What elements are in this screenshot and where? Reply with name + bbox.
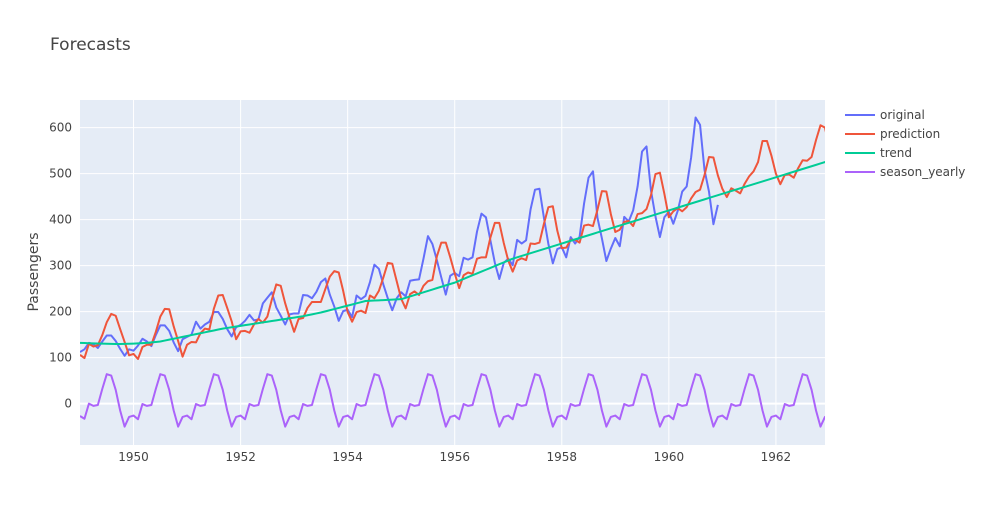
- legend-item-trend[interactable]: trend: [845, 146, 912, 160]
- y-tick-label: 200: [49, 305, 72, 319]
- legend-label: trend: [880, 146, 912, 160]
- legend-label: prediction: [880, 127, 940, 141]
- y-tick-label: 0: [64, 397, 72, 411]
- series-line-prediction: [80, 124, 825, 360]
- x-tick-label: 1958: [547, 450, 578, 464]
- y-tick-label: 400: [49, 213, 72, 227]
- chart-title: Forecasts: [50, 35, 131, 55]
- legend-item-prediction[interactable]: prediction: [845, 127, 940, 141]
- x-tick-label: 1952: [225, 450, 256, 464]
- legend-item-season-yearly[interactable]: season_yearly: [845, 165, 965, 179]
- series-lines: [80, 116, 825, 428]
- series-line-trend: [80, 161, 825, 346]
- x-tick-label: 1960: [654, 450, 685, 464]
- series-line-season-yearly: [80, 373, 825, 428]
- y-tick-label: 600: [49, 121, 72, 135]
- legend-label: season_yearly: [880, 165, 965, 179]
- x-tick-label: 1954: [332, 450, 363, 464]
- legend: original prediction trend season_yearly: [845, 108, 965, 179]
- y-axis-label: Passengers: [26, 232, 42, 311]
- legend-label: original: [880, 108, 925, 122]
- gridlines: [80, 100, 825, 445]
- x-tick-label: 1962: [761, 450, 792, 464]
- series-line-original: [80, 116, 719, 357]
- y-tick-label: 500: [49, 167, 72, 181]
- axis-ticks: 0 100 200 300 400 500 600 1950 1952 1954 1956 1958 1…: [49, 121, 791, 464]
- legend-item-original[interactable]: original: [845, 108, 925, 122]
- x-tick-label: 1956: [439, 450, 470, 464]
- y-tick-label: 100: [49, 351, 72, 365]
- plot-area: [80, 100, 825, 445]
- x-tick-label: 1950: [118, 450, 149, 464]
- y-tick-label: 300: [49, 259, 72, 273]
